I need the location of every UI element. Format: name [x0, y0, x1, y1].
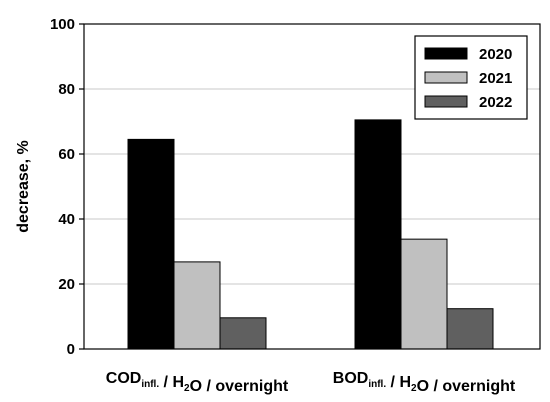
- bar-2020-bod: [354, 119, 402, 350]
- plot-frame: [83, 23, 541, 350]
- bar-2021-cod: [173, 261, 221, 350]
- y-tick-label: 100: [50, 16, 75, 33]
- y-tick-label: 80: [58, 81, 75, 98]
- y-tick-label: 20: [58, 276, 75, 293]
- y-tick-label: 40: [58, 211, 75, 228]
- x-axis-category-labels: CODinfl. / H2O / overnight BODinfl. / H2O…: [106, 370, 516, 395]
- bar-2022-cod: [219, 317, 267, 350]
- legend-swatch-2020: [424, 47, 468, 60]
- legend-label-2021: 2021: [479, 70, 512, 87]
- legend-swatch-2021: [424, 71, 468, 84]
- bar-2020-cod: [127, 138, 175, 350]
- legend-label-2020: 2020: [479, 46, 512, 63]
- y-tick-label: 0: [67, 341, 75, 358]
- legend-label-2022: 2022: [479, 94, 512, 111]
- y-axis-title: decrease, %: [15, 140, 32, 233]
- y-axis-ticks: 0 20 40 60 80 100: [50, 16, 84, 358]
- bar-2022-bod: [446, 308, 494, 350]
- bar-2021-bod: [400, 238, 448, 350]
- legend: 2020 2021 2022: [414, 35, 528, 120]
- x-category-label: BODinfl. / H2O / overnight: [333, 370, 516, 395]
- legend-swatch-2022: [424, 95, 468, 108]
- y-tick-label: 60: [58, 146, 75, 163]
- x-category-label: CODinfl. / H2O / overnight: [106, 370, 289, 395]
